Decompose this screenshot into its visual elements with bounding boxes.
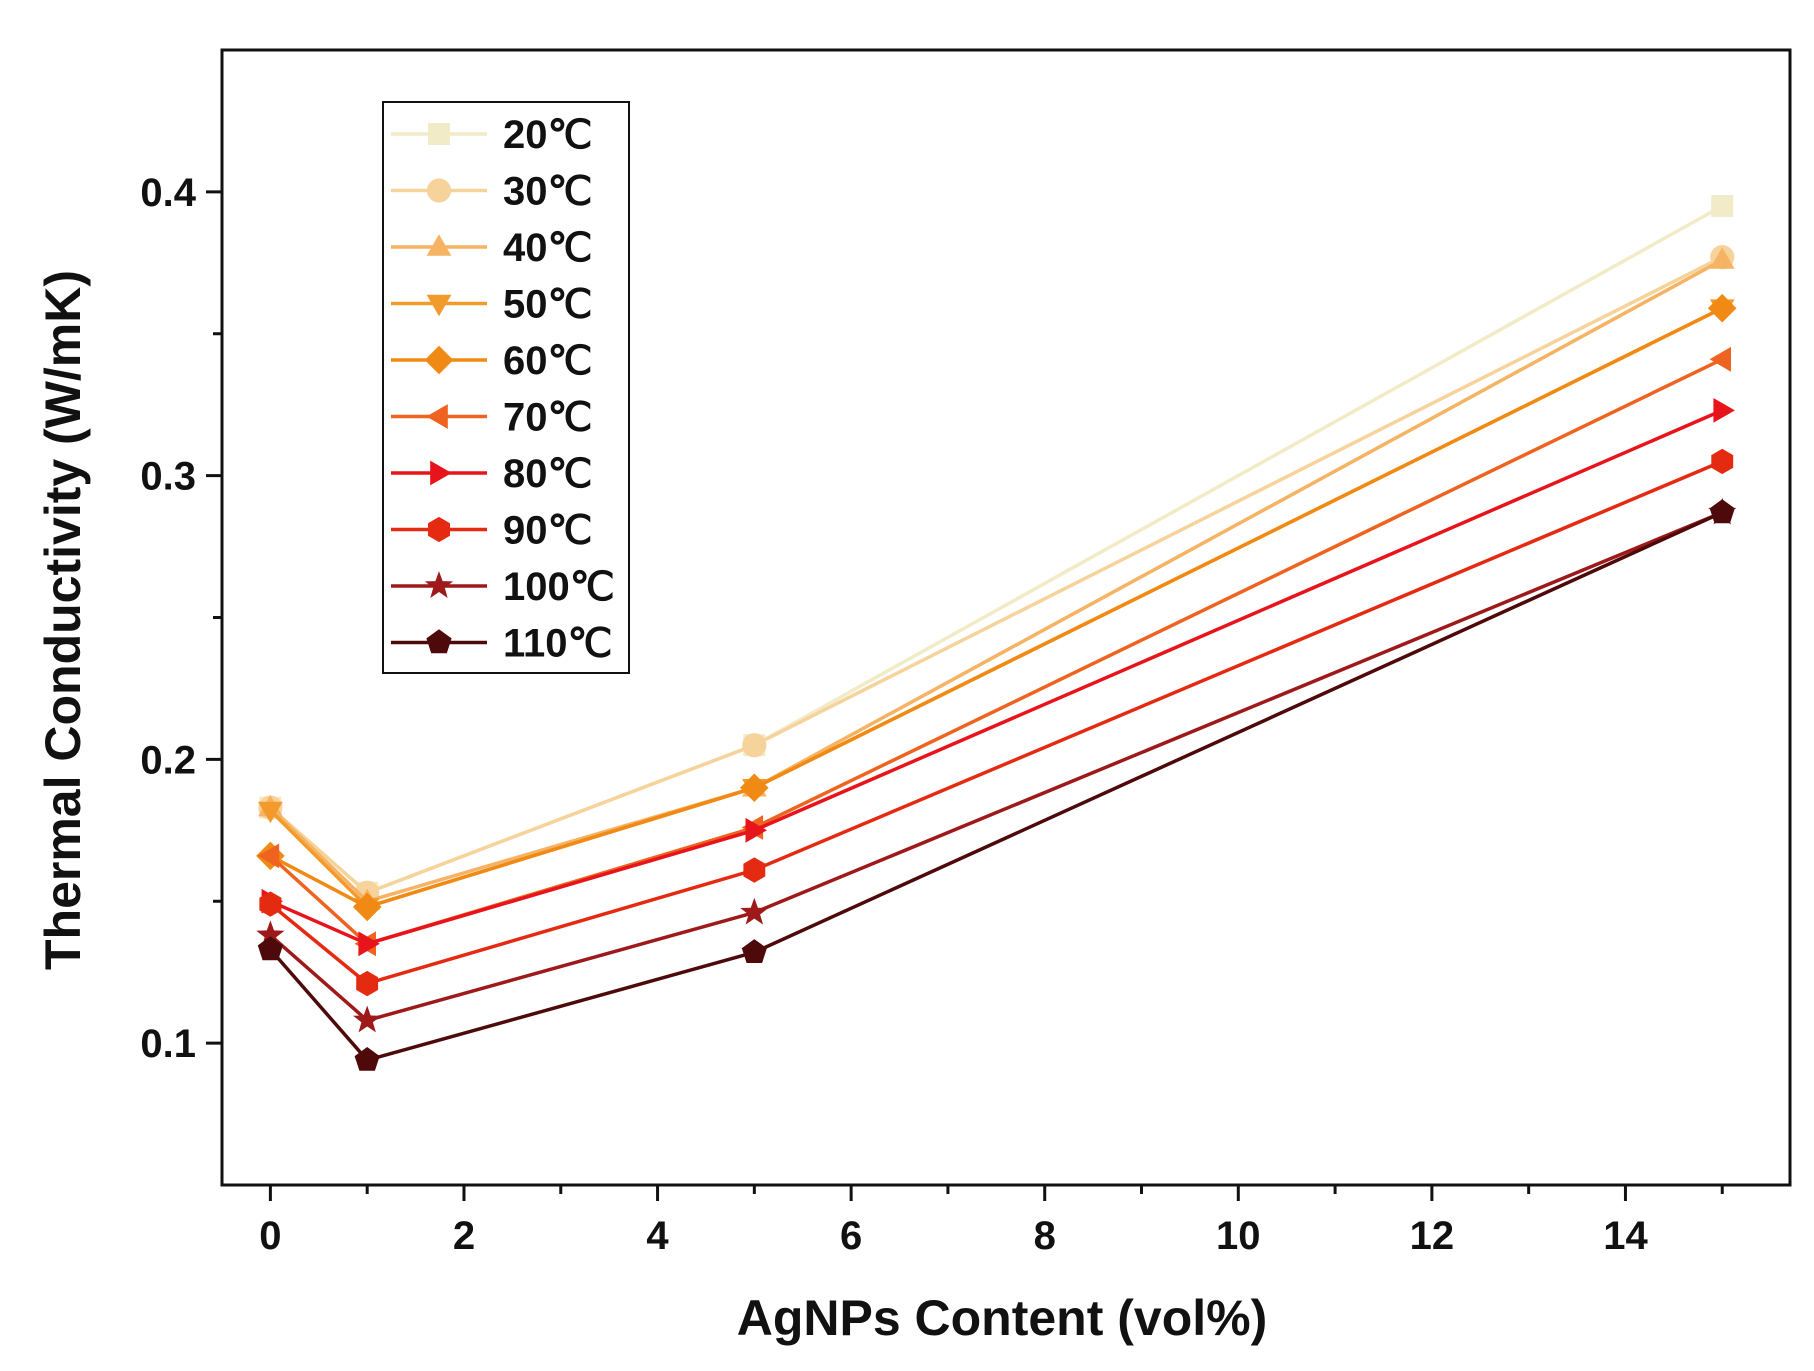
- series-line: [269, 510, 1723, 1023]
- data-point: [356, 970, 379, 997]
- legend-marker: [426, 629, 452, 654]
- legend-marker: [428, 516, 450, 543]
- data-point: [1709, 247, 1735, 269]
- data-point: [742, 733, 767, 758]
- data-point: [1709, 499, 1735, 524]
- data-point: [354, 1047, 380, 1071]
- data-point: [1707, 293, 1737, 323]
- data-point: [740, 773, 769, 802]
- legend-label: 30℃: [503, 170, 592, 214]
- series-line: [269, 510, 1723, 1062]
- legend: 20℃ 30℃ 40℃ 50℃ 60℃ 70℃ 80℃ 90℃ 100℃ 110℃: [382, 101, 630, 674]
- series-7: [259, 448, 1734, 997]
- series-line: [269, 306, 1723, 909]
- series-line: [269, 258, 1724, 904]
- legend-label: 100℃: [503, 565, 615, 609]
- data-point: [745, 817, 767, 843]
- data-point: [1713, 398, 1735, 423]
- x-tick-label: 14: [1603, 1214, 1648, 1258]
- legend-label: 110℃: [503, 622, 612, 666]
- data-point: [257, 843, 280, 869]
- data-point: [1711, 448, 1734, 475]
- data-point: [358, 931, 380, 957]
- legend-label: 60℃: [503, 339, 592, 383]
- x-axis-title: AgNPs Content (vol%): [737, 1290, 1268, 1346]
- x-tick-label: 10: [1216, 1214, 1261, 1258]
- legend-marker: [428, 123, 450, 145]
- legend-label: 70℃: [503, 396, 592, 440]
- data-point: [353, 1005, 382, 1033]
- data-point: [1709, 346, 1731, 372]
- y-axis-title: Thermal Conductivity (W/mK): [35, 270, 91, 970]
- data-point: [259, 891, 282, 917]
- series-line: [269, 459, 1723, 986]
- series-layer: [256, 195, 1737, 1071]
- legend-marker: [426, 294, 452, 317]
- data-point: [741, 939, 767, 963]
- axes: 0 2 4 6 8 10 12 14 0.1 0.2 0.3 0.4: [140, 48, 1792, 1258]
- data-point: [258, 801, 283, 824]
- series-9: [257, 499, 1735, 1071]
- y-tick-label: 0.2: [140, 738, 196, 782]
- x-tick-label: 8: [1034, 1214, 1056, 1258]
- data-point: [352, 892, 382, 922]
- legend-label: 50℃: [503, 283, 592, 327]
- series-4: [256, 293, 1737, 922]
- legend-label: 90℃: [503, 509, 592, 553]
- x-tick-label: 6: [840, 1214, 862, 1258]
- data-point: [743, 857, 766, 883]
- legend-marker: [424, 571, 454, 598]
- y-tick-label: 0.3: [140, 455, 196, 499]
- legend-marker: [426, 178, 452, 203]
- legend-marker: [426, 404, 448, 429]
- x-tick-label: 4: [646, 1214, 669, 1258]
- legend-label: 20℃: [503, 113, 592, 157]
- y-tick-label: 0.4: [140, 171, 196, 215]
- data-point: [1711, 195, 1734, 218]
- legend-marker: [426, 234, 452, 256]
- data-point: [257, 936, 283, 961]
- legend-label: 80℃: [503, 452, 592, 496]
- data-point: [256, 920, 285, 948]
- legend-marker: [424, 345, 454, 375]
- legend-marker: [430, 460, 452, 486]
- series-line: [269, 408, 1723, 946]
- legend-label: 40℃: [503, 226, 592, 270]
- y-tick-label: 0.1: [140, 1022, 196, 1066]
- data-point: [740, 897, 769, 925]
- x-tick-label: 12: [1410, 1214, 1455, 1258]
- x-tick-label: 2: [453, 1214, 475, 1258]
- series-line: [269, 255, 1723, 895]
- x-tick-label: 0: [259, 1214, 281, 1258]
- legend-box: [382, 101, 630, 674]
